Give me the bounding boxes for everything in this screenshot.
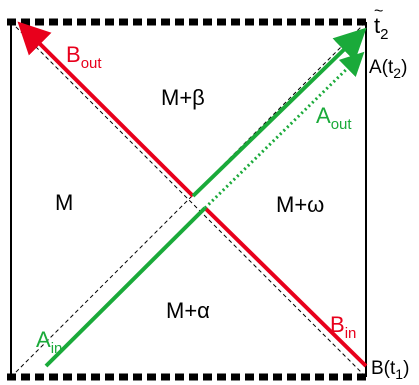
t2-label: t2: [374, 13, 388, 43]
ray-a-dotted-branch: [203, 51, 365, 210]
ray-b-in-label: Bin: [330, 312, 356, 342]
b-t1-label: B(t1): [371, 358, 409, 382]
region-m-label: M: [55, 190, 73, 215]
ray-a-in: [44, 206, 207, 368]
a-t2-label: A(t2): [369, 57, 407, 81]
ray-a-out-label: Aout: [316, 103, 352, 133]
region-m-alpha-label: M+α: [166, 298, 210, 323]
ray-b-out: [17, 21, 195, 198]
ray-b-out-label: Bout: [66, 42, 102, 72]
ray-a-in-label: Ain: [36, 327, 62, 357]
region-m-omega-label: M+ω: [276, 192, 324, 217]
ray-b-in: [203, 206, 368, 368]
t2-tilde-accent: ~: [374, 3, 383, 20]
ray-a-out: [191, 27, 367, 198]
region-m-beta-label: M+β: [161, 85, 205, 110]
